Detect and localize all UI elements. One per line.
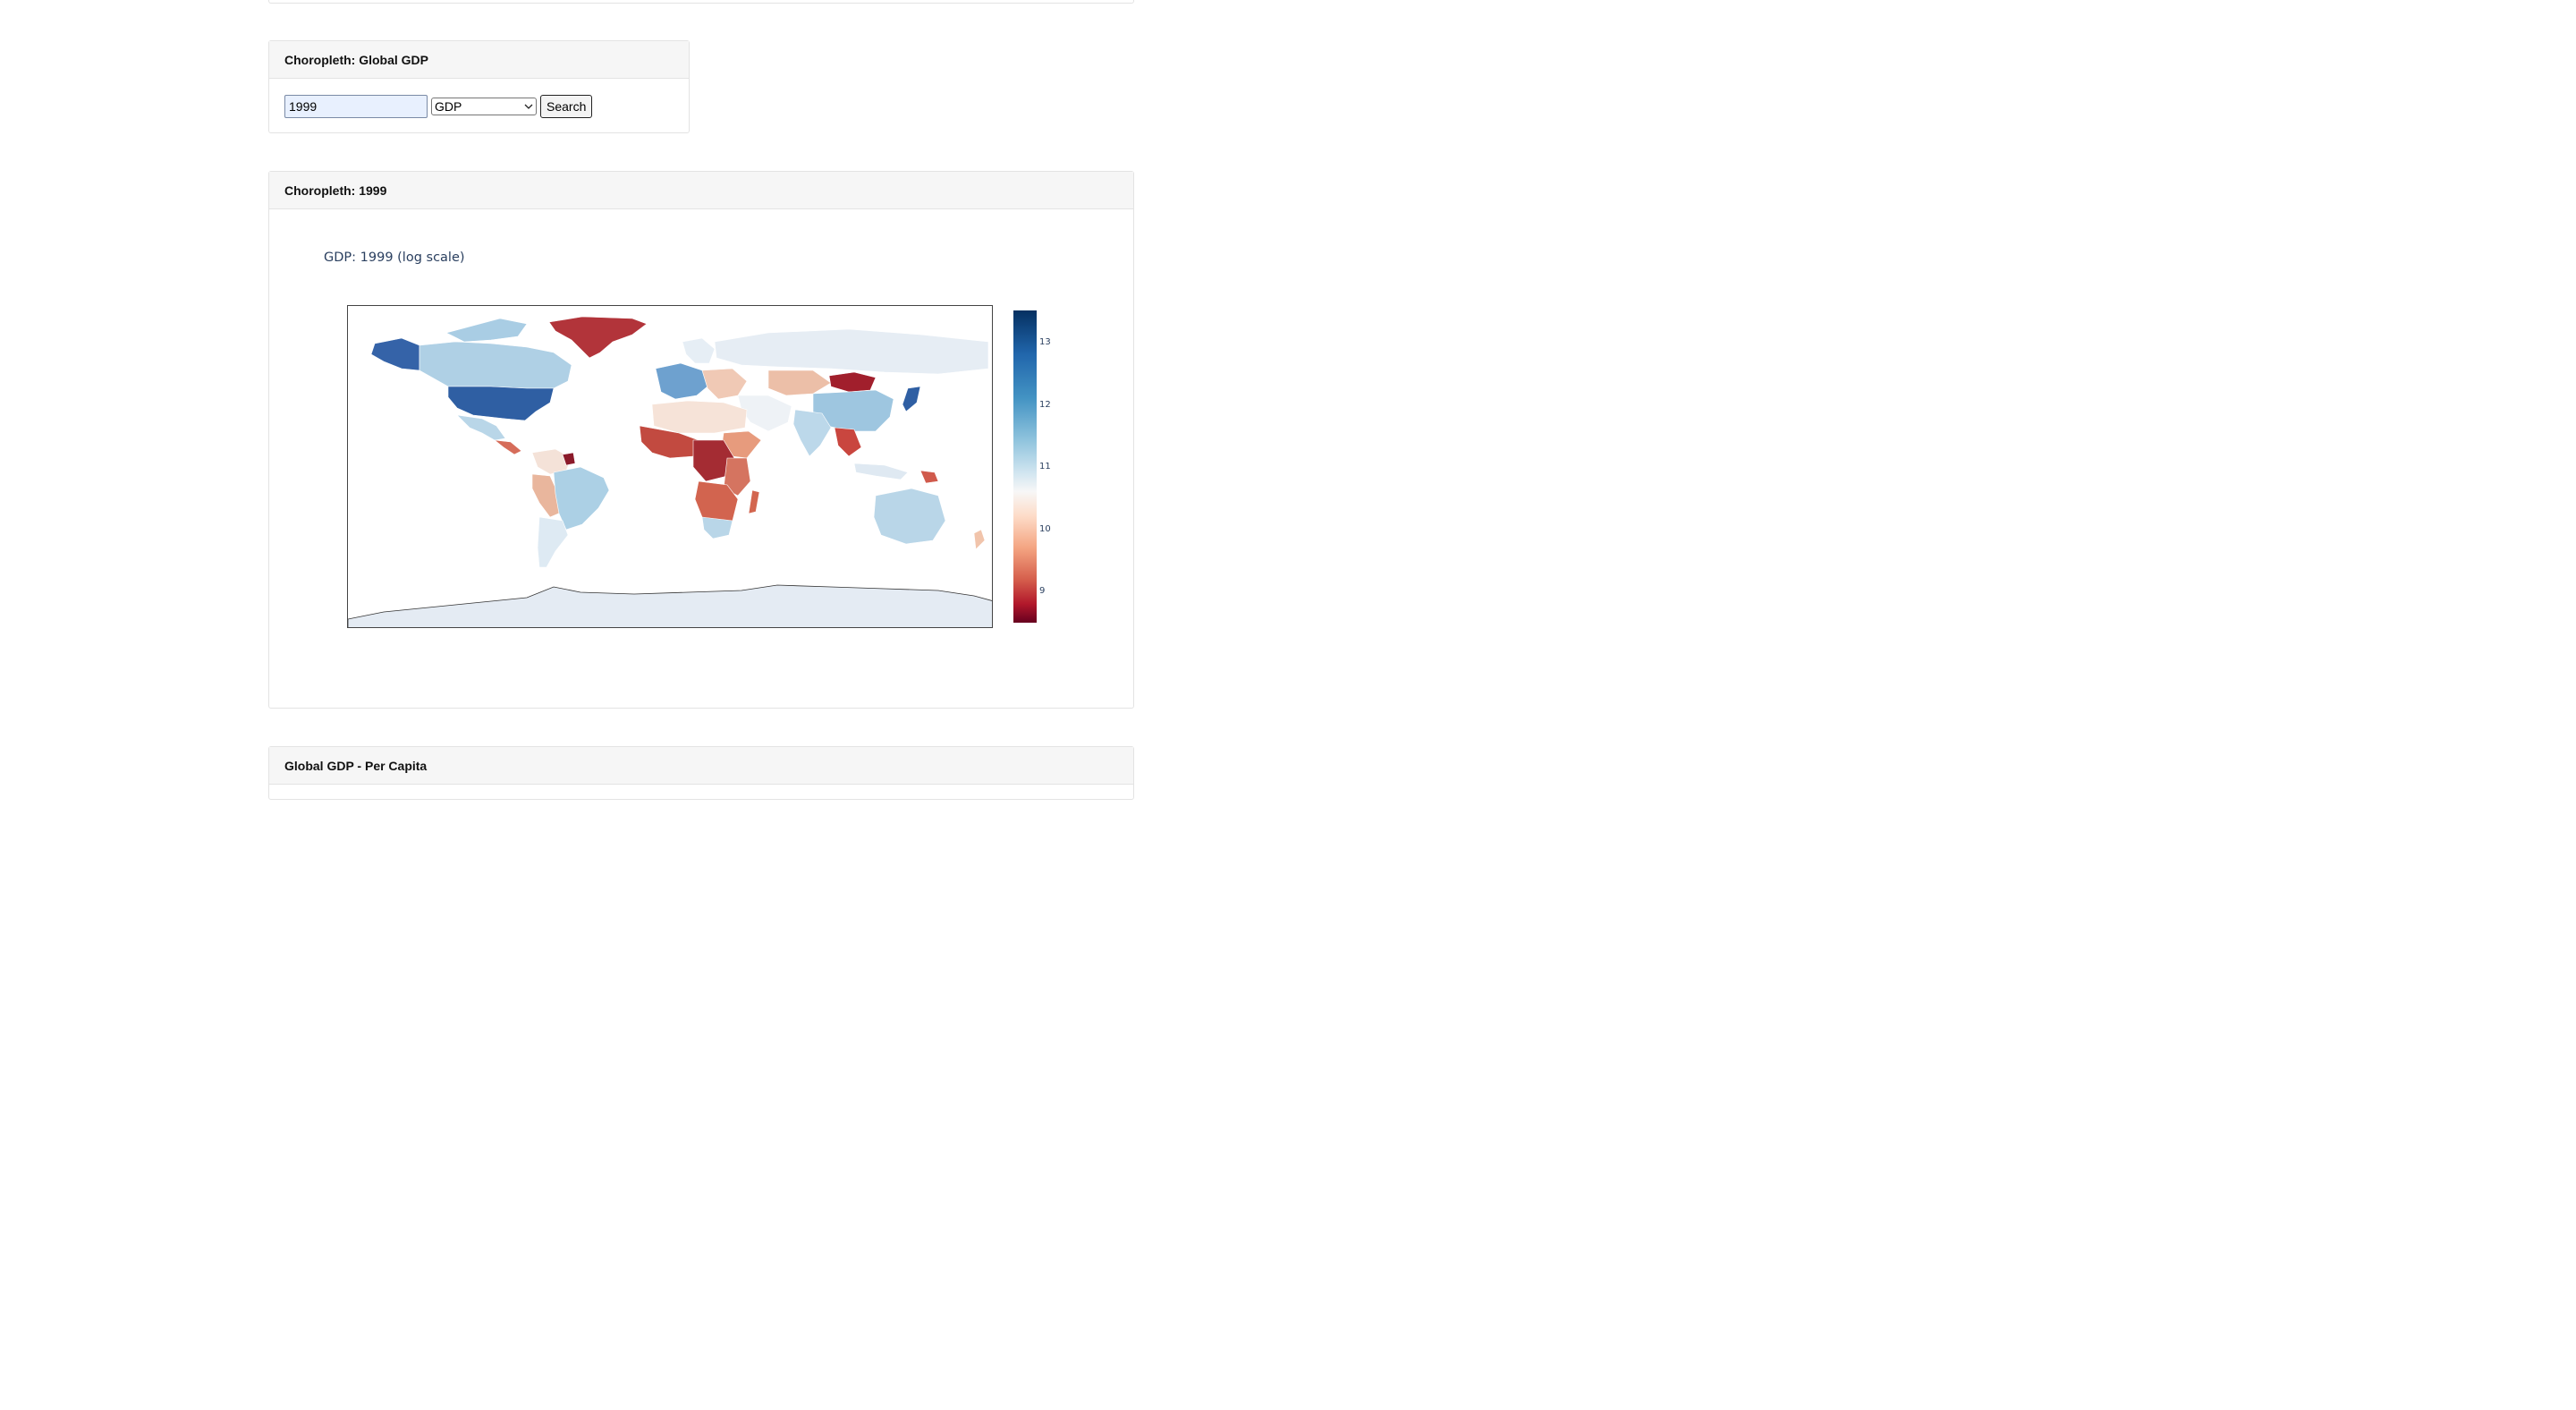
region-canada [419, 341, 572, 389]
region-greenland [548, 316, 648, 359]
region-east-africa [723, 457, 751, 497]
metric-select-value: GDP [435, 99, 462, 114]
map-card-header: Choropleth: 1999 [269, 172, 1133, 209]
region-russia [714, 328, 989, 375]
previous-card-edge [268, 0, 1134, 4]
region-andes [531, 473, 564, 518]
colorbar [1013, 310, 1037, 623]
colorbar-tick-label: 10 [1039, 524, 1051, 534]
world-map-svg [348, 316, 992, 627]
region-arctic-islands [445, 318, 528, 343]
region-india [792, 409, 832, 457]
region-south-africa [701, 516, 733, 539]
page: Choropleth: Global GDP GDP Search Chorop… [0, 0, 1394, 800]
region-mongolia [828, 371, 877, 393]
colorbar-tick-label: 9 [1039, 586, 1046, 596]
region-alaska [370, 337, 420, 371]
chevron-down-icon [524, 104, 533, 109]
region-mexico [456, 414, 506, 441]
region-southern-cone [537, 516, 569, 568]
region-central-asia [767, 369, 832, 396]
search-form: GDP Search [284, 95, 593, 118]
colorbar-tick-label: 12 [1039, 400, 1051, 410]
region-brazil [553, 466, 610, 531]
region-antarctica [348, 584, 992, 627]
region-central-america [494, 439, 522, 455]
colorbar-tick-label: 13 [1039, 337, 1051, 347]
region-guianas [562, 452, 576, 466]
map-card: Choropleth: 1999 GDP: 1999 (log scale) [268, 171, 1134, 709]
per-capita-card: Global GDP - Per Capita [268, 746, 1134, 800]
region-indonesia [853, 463, 909, 480]
metric-select[interactable]: GDP [431, 98, 537, 115]
year-input[interactable] [284, 95, 428, 118]
choropleth-map[interactable] [347, 305, 993, 628]
search-button[interactable]: Search [540, 95, 593, 118]
search-card-header: Choropleth: Global GDP [269, 41, 689, 79]
region-western-europe [655, 362, 708, 400]
region-png [919, 470, 939, 484]
region-new-zealand [973, 529, 986, 550]
region-eastern-europe [701, 368, 748, 400]
region-japan [902, 386, 921, 412]
chart-title: GDP: 1999 (log scale) [324, 251, 465, 265]
colorbar-tick-label: 11 [1039, 462, 1051, 471]
region-madagascar [748, 489, 760, 514]
search-card: Choropleth: Global GDP GDP Search [268, 40, 690, 133]
region-west-africa [639, 425, 699, 459]
region-southeast-asia [834, 427, 862, 457]
region-scandinavia [682, 337, 716, 364]
region-north-africa [651, 400, 748, 434]
region-australia [873, 488, 946, 545]
region-usa [447, 386, 555, 421]
per-capita-card-header: Global GDP - Per Capita [269, 747, 1133, 785]
